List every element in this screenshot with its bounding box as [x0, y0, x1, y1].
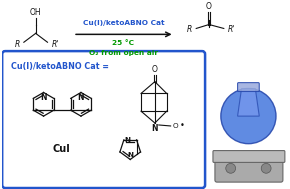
- Text: R': R': [228, 25, 235, 34]
- Text: R: R: [15, 40, 20, 49]
- FancyBboxPatch shape: [213, 151, 285, 162]
- Circle shape: [226, 163, 235, 173]
- Text: R': R': [51, 40, 59, 49]
- Text: Cu(I)/ketoABNO Cat: Cu(I)/ketoABNO Cat: [83, 19, 164, 26]
- Text: Cu(I)/ketoABNO Cat =: Cu(I)/ketoABNO Cat =: [11, 62, 109, 71]
- Text: N: N: [40, 93, 47, 102]
- Text: •: •: [180, 122, 184, 130]
- FancyBboxPatch shape: [215, 156, 283, 182]
- Polygon shape: [238, 88, 259, 116]
- Text: 25 °C: 25 °C: [112, 40, 134, 46]
- Text: CuI: CuI: [52, 144, 70, 154]
- FancyBboxPatch shape: [2, 51, 205, 188]
- Text: R: R: [187, 25, 192, 34]
- Text: N: N: [78, 93, 84, 102]
- Text: N: N: [127, 153, 133, 158]
- Text: OH: OH: [30, 8, 41, 17]
- Text: N: N: [152, 124, 158, 133]
- Text: N: N: [125, 137, 131, 143]
- Circle shape: [221, 88, 276, 144]
- Text: O: O: [206, 2, 212, 11]
- Circle shape: [261, 163, 271, 173]
- FancyBboxPatch shape: [238, 83, 259, 91]
- Text: O: O: [152, 65, 158, 74]
- Text: O: O: [173, 123, 178, 129]
- Text: O₂ from open air: O₂ from open air: [89, 50, 158, 56]
